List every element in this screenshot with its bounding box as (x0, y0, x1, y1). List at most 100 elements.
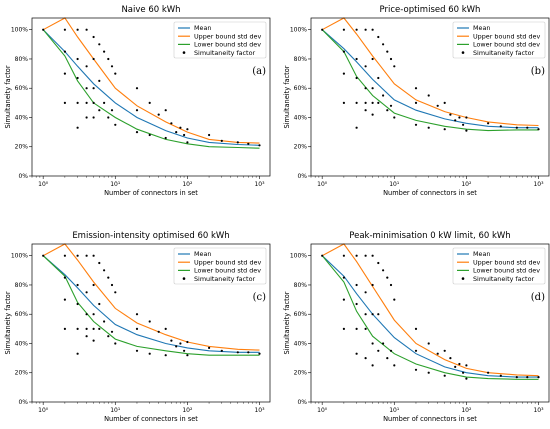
scatter-point (465, 129, 468, 132)
scatter-point (371, 87, 374, 90)
x-axis-label: Number of connectors in set (104, 189, 198, 197)
legend-entry: Mean (194, 250, 211, 258)
scatter-point (236, 351, 239, 354)
scatter-point (92, 327, 95, 330)
scatter-point (63, 276, 66, 279)
scatter-point (220, 349, 223, 352)
y-tick-label: 60% (15, 311, 29, 318)
scatter-point (186, 128, 189, 131)
scatter-point (236, 141, 239, 144)
scatter-point (414, 101, 418, 104)
x-tick-label: 10¹ (110, 407, 121, 414)
y-tick-label: 60% (294, 311, 308, 318)
legend-entry: Simultaneity factor (473, 49, 534, 57)
scatter-point (364, 109, 367, 112)
scatter-point (208, 346, 211, 349)
legend-entry: Mean (194, 24, 211, 32)
scatter-point (443, 349, 446, 352)
scatter-point (515, 126, 518, 129)
x-tick-label: 10⁰ (317, 181, 328, 188)
scatter-point (386, 109, 389, 112)
legend-entry: Lower bound std dev (194, 41, 261, 49)
scatter-point (98, 261, 101, 265)
legend-entry: Upper bound std dev (473, 258, 540, 266)
series-line-upper-bound-std-dev (321, 17, 539, 127)
x-tick-label: 10³ (254, 181, 265, 188)
scatter-point (114, 342, 117, 345)
scatter-point (382, 342, 385, 345)
legend-entry: Simultaneity factor (194, 275, 255, 283)
scatter-point (135, 327, 139, 330)
x-tick-label: 10⁰ (38, 181, 49, 188)
scatter-point (247, 351, 250, 354)
y-tick-label: 20% (15, 144, 29, 151)
scatter-point (364, 65, 367, 68)
scatter-point (63, 298, 66, 301)
scatter-point (364, 101, 367, 104)
scatter-point (76, 101, 79, 104)
y-tick-label: 100% (290, 27, 307, 34)
scatter-point (92, 254, 95, 257)
series-line-upper-bound-std-dev (42, 17, 260, 144)
scatter-point (148, 320, 151, 323)
scatter-point (114, 291, 117, 294)
y-tick-label: 40% (294, 340, 308, 347)
series-line-upper-bound-std-dev (321, 243, 539, 377)
legend-entry: Upper bound std dev (194, 258, 261, 266)
series-line-lower-bound-std-dev (42, 29, 260, 149)
scatter-point (458, 116, 461, 119)
scatter-point (371, 28, 374, 31)
scatter-point (386, 276, 389, 279)
scatter-point (148, 133, 151, 137)
scatter-point (364, 313, 367, 316)
legend-marker (182, 277, 186, 280)
scatter-point (393, 65, 396, 68)
scatter-point (355, 101, 358, 104)
scatter-point (377, 349, 380, 352)
chart-title: Peak-minimisation 0 kW limit, 60 kWh (349, 231, 510, 241)
scatter-point (342, 327, 345, 330)
y-tick-label: 40% (15, 114, 29, 121)
scatter-point (63, 327, 66, 330)
legend-entry: Mean (473, 250, 490, 258)
scatter-point (462, 371, 465, 374)
scatter-point (537, 376, 540, 379)
scatter-point (175, 345, 178, 348)
scatter-point (76, 126, 79, 129)
scatter-point (157, 330, 160, 333)
scatter-point (170, 339, 173, 342)
plot-frame (310, 243, 550, 403)
scatter-point (85, 335, 88, 338)
scatter-point (92, 57, 95, 61)
scatter-point (515, 376, 518, 379)
scatter-point (103, 50, 106, 53)
scatter-point (321, 254, 324, 257)
scatter-point (85, 313, 88, 316)
y-tick-label: 40% (15, 340, 29, 347)
scatter-point (98, 302, 101, 306)
scatter-point (208, 133, 211, 137)
scatter-point (85, 116, 88, 119)
scatter-point (382, 269, 385, 272)
scatter-point (63, 254, 66, 257)
x-tick-label: 10² (182, 181, 193, 188)
scatter-point (164, 354, 167, 357)
scatter-point (92, 87, 95, 90)
scatter-point (42, 28, 45, 31)
x-tick-label: 10⁰ (317, 407, 328, 414)
scatter-point (85, 101, 88, 104)
y-tick-label: 0% (18, 399, 28, 406)
scatter-point (382, 94, 385, 97)
series-line-mean (321, 255, 539, 378)
scatter-point (92, 35, 95, 39)
scatter-point (342, 50, 345, 53)
scatter-point (342, 72, 345, 75)
scatter-point (371, 113, 374, 116)
scatter-point (110, 283, 114, 287)
scatter-point (103, 320, 106, 323)
scatter-point (449, 113, 452, 116)
plot-frame (31, 243, 271, 403)
scatter-point (135, 313, 139, 316)
